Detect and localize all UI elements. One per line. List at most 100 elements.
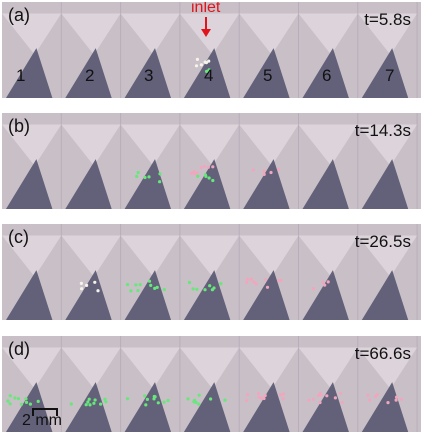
channel-highlight xyxy=(2,347,62,389)
particle xyxy=(93,398,97,402)
trap-chamber xyxy=(124,382,172,432)
particle xyxy=(199,165,203,170)
particle xyxy=(86,400,90,404)
inlet-arrowhead-icon xyxy=(201,29,211,37)
channel-highlight xyxy=(357,124,418,166)
panel-label: (d) xyxy=(8,339,30,359)
particle xyxy=(199,63,203,67)
particle xyxy=(189,171,194,175)
channel-highlight xyxy=(120,347,180,389)
panel-time: t=14.3s xyxy=(354,121,411,140)
channel-highlight xyxy=(239,347,299,389)
trap-chamber xyxy=(302,159,349,209)
panel-time: t=26.5s xyxy=(354,232,411,251)
particle xyxy=(262,172,266,176)
particle xyxy=(245,281,249,285)
particle xyxy=(143,394,147,398)
column-number-1: 1 xyxy=(16,66,26,85)
channel-highlight xyxy=(2,124,62,166)
particle xyxy=(162,400,166,404)
channel-highlight xyxy=(298,235,358,277)
trap-chamber xyxy=(124,48,172,98)
particle xyxy=(203,173,207,177)
panel-c-image xyxy=(2,224,421,320)
inlet-label: inlet xyxy=(191,2,221,16)
trap-chamber xyxy=(302,48,349,98)
particle xyxy=(13,396,17,400)
particle xyxy=(93,280,97,284)
column-number-4: 4 xyxy=(204,66,214,85)
panel-label: (b) xyxy=(8,116,30,136)
particle xyxy=(134,283,138,287)
trap-chamber xyxy=(361,382,409,432)
column-number-5: 5 xyxy=(263,66,273,85)
particle xyxy=(99,402,103,406)
particle xyxy=(194,64,199,68)
channel-highlight xyxy=(298,124,358,166)
particle xyxy=(245,277,250,281)
trap-chamber xyxy=(65,159,112,209)
particle xyxy=(209,397,213,401)
particle xyxy=(96,289,100,293)
channel-highlight xyxy=(120,124,180,166)
channel-highlight xyxy=(239,124,299,166)
particle xyxy=(149,283,153,287)
channel-highlight xyxy=(357,347,418,389)
particle xyxy=(203,164,207,168)
particle xyxy=(158,180,162,184)
particle xyxy=(251,168,255,172)
channel-highlight xyxy=(61,235,121,277)
particle xyxy=(366,393,370,397)
panel-b: (b) t=14.3s xyxy=(2,113,421,209)
particle xyxy=(136,170,140,175)
particle xyxy=(333,396,337,400)
particle xyxy=(210,288,214,292)
particle xyxy=(386,401,390,405)
particle xyxy=(269,170,273,175)
trap-chamber xyxy=(124,270,172,320)
particle xyxy=(166,398,170,403)
trap-chamber xyxy=(183,270,231,320)
particle xyxy=(311,397,315,401)
channel-highlight xyxy=(120,235,180,277)
particle xyxy=(211,165,215,169)
channel-highlight xyxy=(357,235,418,277)
particle xyxy=(143,175,147,180)
particle xyxy=(197,402,201,406)
trap-chamber xyxy=(6,270,53,320)
particle xyxy=(207,59,211,63)
particle xyxy=(254,282,258,286)
panel-label: (c) xyxy=(8,227,29,247)
particle xyxy=(207,176,211,180)
trap-chamber xyxy=(183,48,231,98)
particle xyxy=(136,289,140,293)
particle xyxy=(104,400,108,404)
particle xyxy=(162,288,166,292)
channel-highlight xyxy=(298,13,358,55)
trap-chamber xyxy=(6,159,53,209)
particle xyxy=(138,283,142,287)
particle xyxy=(399,397,403,401)
scale-bar xyxy=(32,408,58,416)
particle xyxy=(135,174,139,178)
trap-chamber xyxy=(361,270,409,320)
particle xyxy=(24,397,28,401)
trap-chamber xyxy=(243,382,290,432)
particle xyxy=(158,172,162,176)
particle xyxy=(265,285,270,289)
panel-c: (c) t=26.5s xyxy=(2,224,421,320)
particle xyxy=(156,401,160,405)
particle xyxy=(311,287,315,291)
channel-highlight xyxy=(61,347,121,389)
particle xyxy=(256,391,260,395)
particle xyxy=(318,391,322,395)
particle xyxy=(207,69,211,73)
panel-b-image xyxy=(2,113,421,209)
particle xyxy=(129,289,133,293)
scale-bar-label: 2 mm xyxy=(22,412,62,429)
channel-highlight xyxy=(239,13,299,55)
particle xyxy=(277,167,281,171)
particle xyxy=(186,397,190,401)
particle xyxy=(191,287,195,291)
particle xyxy=(260,396,264,400)
